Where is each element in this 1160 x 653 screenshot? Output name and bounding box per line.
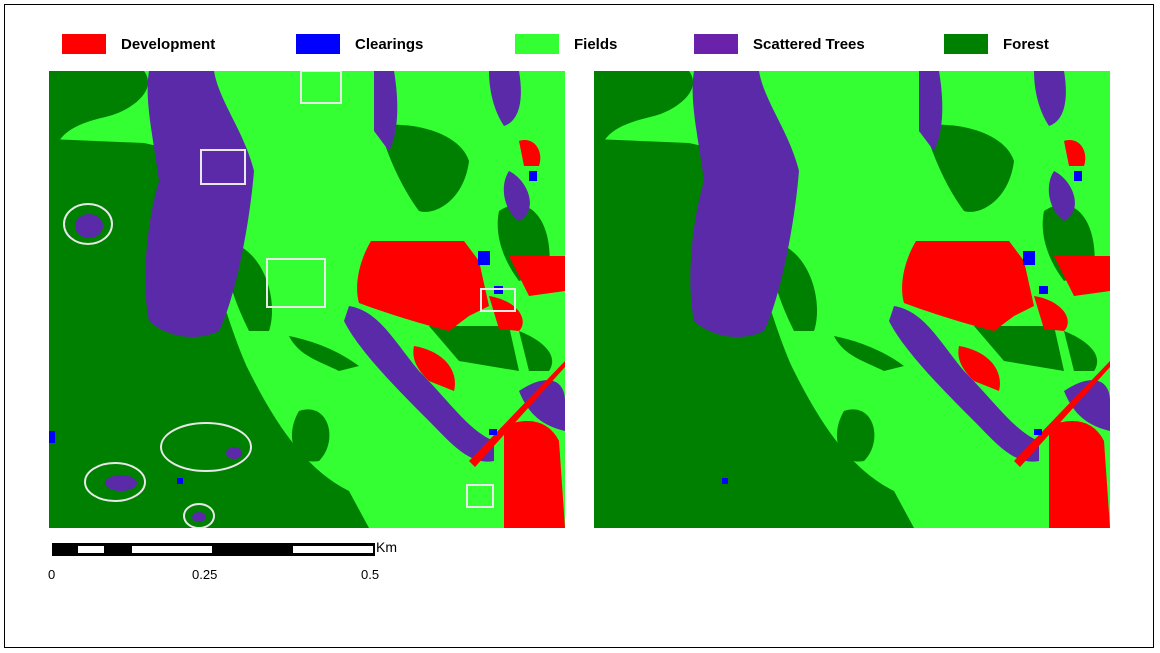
- legend-label-fields: Fields: [574, 36, 618, 53]
- annotation-circle: [160, 422, 252, 472]
- scattered-trees-patch: [1034, 71, 1066, 126]
- clearing-patch: [1039, 286, 1048, 294]
- clearing-patch: [489, 429, 497, 435]
- forest-swatch: [944, 34, 988, 54]
- development-road: [469, 361, 565, 467]
- development-patch: [1049, 421, 1110, 528]
- scattered-trees-patch: [489, 71, 521, 126]
- development-patch: [413, 346, 455, 391]
- forest-patch: [291, 409, 330, 462]
- scattered-trees-patch: [374, 71, 398, 151]
- development-patch: [1054, 256, 1110, 296]
- scattered-trees-swatch: [694, 34, 738, 54]
- annotation-circle: [63, 203, 113, 245]
- development-patch: [519, 140, 541, 166]
- annotation-box: [300, 71, 342, 104]
- scattered-trees-patch: [919, 71, 943, 151]
- forest-patch: [519, 331, 553, 371]
- scattered-trees-strip: [344, 306, 494, 462]
- development-main: [357, 241, 489, 331]
- forest-patch: [49, 71, 149, 141]
- scattered-trees-patch: [75, 214, 103, 238]
- scale-tick-0: 0: [48, 567, 56, 582]
- annotation-circle: [84, 462, 146, 502]
- legend-label-forest: Forest: [1003, 36, 1049, 53]
- annotation-box: [266, 258, 326, 308]
- clearing-patch: [722, 478, 728, 484]
- scattered-trees-main: [145, 71, 254, 337]
- figure-frame: [4, 4, 1154, 648]
- map-left: [49, 71, 565, 528]
- annotation-circle: [183, 503, 215, 528]
- development-main: [902, 241, 1034, 331]
- development-patch: [489, 296, 523, 331]
- development-patch: [1034, 296, 1068, 331]
- legend-label-clearings: Clearings: [355, 36, 424, 53]
- scale-bar-graphic: [52, 543, 375, 556]
- clearing-patch: [1034, 429, 1042, 435]
- clearing-patch: [1074, 171, 1082, 181]
- annotation-box: [480, 288, 516, 312]
- scale-bar-segment: [132, 546, 212, 553]
- scattered-trees-main: [690, 71, 799, 337]
- scale-bar-segment: [78, 546, 104, 553]
- scale-unit: Km: [376, 539, 397, 555]
- clearing-patch: [177, 478, 183, 484]
- map-right: [594, 71, 1110, 528]
- development-patch: [509, 256, 565, 296]
- forest-patch: [834, 336, 904, 371]
- scale-bar-segment: [293, 546, 373, 553]
- annotation-box: [466, 484, 494, 508]
- forest-patch: [289, 336, 359, 371]
- scattered-trees-patch: [105, 475, 137, 491]
- forest-patch: [379, 124, 469, 212]
- legend-label-development: Development: [121, 36, 216, 53]
- scale-tick-025: 0.25: [192, 567, 218, 582]
- forest-patch: [429, 326, 519, 371]
- scattered-trees-patch: [1064, 380, 1110, 431]
- forest-patch: [924, 124, 1014, 212]
- scattered-trees-patch: [503, 171, 530, 221]
- scattered-trees-patch: [226, 447, 242, 459]
- annotation-box: [200, 149, 246, 185]
- forest-patch: [974, 326, 1064, 371]
- development-patch: [504, 421, 565, 528]
- forest-patch: [1064, 331, 1098, 371]
- scattered-trees-patch: [1048, 171, 1075, 221]
- legend-label-scattered-trees: Scattered Trees: [753, 36, 865, 53]
- clearing-patch: [478, 251, 490, 265]
- scattered-trees-patch: [192, 512, 206, 522]
- forest-patch: [594, 71, 694, 141]
- scale-tick-05: 0.5: [361, 567, 380, 582]
- forest-patch: [836, 409, 875, 462]
- development-patch: [958, 346, 1000, 391]
- fields-swatch: [515, 34, 559, 54]
- scattered-trees-strip: [889, 306, 1039, 462]
- clearing-patch: [1023, 251, 1035, 265]
- clearing-patch: [529, 171, 537, 181]
- map-right-canvas: [594, 71, 1110, 528]
- scattered-trees-patch: [519, 380, 565, 431]
- clearing-patch: [49, 431, 55, 443]
- clearings-swatch: [296, 34, 340, 54]
- development-patch: [1064, 140, 1086, 166]
- development-road: [1014, 361, 1110, 467]
- development-swatch: [62, 34, 106, 54]
- map-left-canvas: [49, 71, 565, 528]
